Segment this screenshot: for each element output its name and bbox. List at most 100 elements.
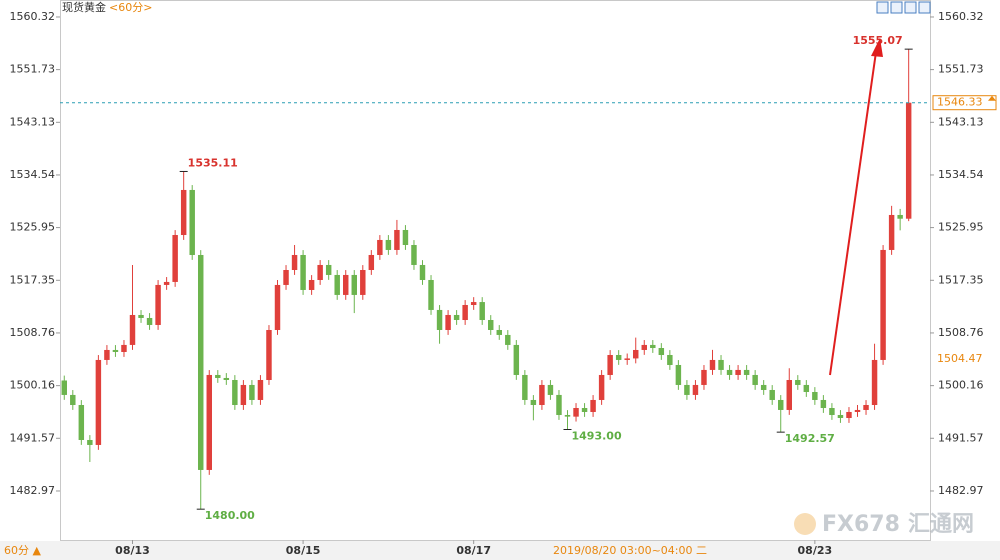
candle-body xyxy=(590,399,596,412)
x-tick-label: 08/23 xyxy=(798,544,833,557)
arrow-head xyxy=(871,38,883,57)
candle-body xyxy=(795,379,801,385)
candle-body xyxy=(453,314,460,321)
y-tick-label-left: 1482.97 xyxy=(10,484,56,497)
candle-body xyxy=(547,384,554,395)
extreme-label: 1555.07 xyxy=(853,34,903,47)
y-tick-label-right: 1534.54 xyxy=(938,168,984,181)
extreme-label: 1480.00 xyxy=(205,509,255,522)
candle-body xyxy=(778,399,784,410)
y-tick-label-right: 1525.95 xyxy=(938,221,984,234)
candle-body xyxy=(897,214,903,219)
candle-body xyxy=(104,349,110,360)
candle-body xyxy=(769,389,775,400)
candle-body xyxy=(283,270,289,285)
candle-body xyxy=(812,392,818,400)
y-tick-label-left: 1551.73 xyxy=(10,63,56,76)
arrow-shaft xyxy=(829,51,877,376)
candle-body xyxy=(573,408,579,417)
candle-body xyxy=(846,411,852,418)
candle-body xyxy=(232,379,238,405)
candle-body xyxy=(667,354,673,365)
y-tick-label-right: 1551.73 xyxy=(938,63,984,76)
candle-body xyxy=(112,349,119,352)
y-tick-label-right: 1543.13 xyxy=(938,115,984,128)
candle-body xyxy=(675,364,682,385)
candle-body xyxy=(854,409,861,412)
candle-body xyxy=(905,102,912,219)
watermark-logo xyxy=(794,513,816,535)
candle-body xyxy=(325,264,332,275)
candle-body xyxy=(650,344,656,349)
candle-body xyxy=(692,384,699,395)
crosshair-time-label: 2019/08/20 03:00~04:00 二 xyxy=(553,544,707,557)
y-tick-label-left: 1491.57 xyxy=(10,431,56,444)
candle-body xyxy=(743,369,750,375)
candle-body xyxy=(607,354,613,375)
candle-body xyxy=(684,384,690,395)
candle-body xyxy=(522,374,528,400)
y-tick-label-right: 1500.16 xyxy=(938,379,984,392)
candle-body xyxy=(351,274,357,295)
candle-body xyxy=(539,384,545,405)
candle-body xyxy=(300,254,306,290)
candle-body xyxy=(138,314,144,318)
y-tick-label-left: 1560.32 xyxy=(10,10,56,23)
candle-body xyxy=(709,359,716,370)
candle-body xyxy=(95,359,102,445)
y-tick-label-left: 1517.35 xyxy=(10,273,56,286)
last-price-marker xyxy=(988,95,996,101)
extreme-label: 1535.11 xyxy=(188,156,238,169)
zoom-button[interactable] xyxy=(876,1,889,14)
period-button[interactable]: 60分 ▲ xyxy=(4,544,41,557)
candle-body xyxy=(419,264,426,280)
candle-body xyxy=(368,254,375,270)
next-button[interactable] xyxy=(904,1,917,14)
candle-body xyxy=(598,374,605,400)
candle-body xyxy=(505,334,511,345)
watermark: FX678 汇通网 xyxy=(794,512,974,537)
candle-body xyxy=(445,314,451,330)
x-tick-label: 08/15 xyxy=(286,544,321,557)
prev-button[interactable] xyxy=(890,1,903,14)
candle-body xyxy=(726,369,733,375)
candle-body xyxy=(462,304,468,321)
candle-body xyxy=(496,329,502,335)
candle-body xyxy=(513,344,520,375)
x-tick-label: 08/17 xyxy=(456,544,491,557)
candle-body xyxy=(641,344,647,350)
candle-body xyxy=(257,379,264,400)
candle-body xyxy=(172,235,178,282)
y-tick-label-right: 1482.97 xyxy=(938,484,984,497)
candle-body xyxy=(470,302,477,305)
candle-body xyxy=(274,284,281,330)
candle-body xyxy=(70,394,76,405)
last-price-box xyxy=(932,95,997,111)
candle-body xyxy=(249,384,255,400)
last-price-label: 1546.33 xyxy=(937,96,983,109)
candle-body xyxy=(863,405,869,410)
y-tick-label-left: 1525.95 xyxy=(10,221,56,234)
candle-body xyxy=(317,264,323,280)
y-tick-label-left: 1500.16 xyxy=(10,379,56,392)
candle-body xyxy=(760,384,767,390)
candle-body xyxy=(189,189,195,255)
candle-body xyxy=(530,399,537,405)
candle-body xyxy=(198,254,204,470)
candle-body xyxy=(87,439,93,445)
candle-body xyxy=(803,384,810,393)
candle-body xyxy=(155,284,161,325)
toolbar xyxy=(876,1,931,14)
candle-body xyxy=(564,414,571,417)
candle-body xyxy=(163,281,170,285)
candle-body xyxy=(411,244,417,265)
candle-body xyxy=(334,274,340,295)
end-button[interactable] xyxy=(918,1,931,14)
candle-body xyxy=(146,317,153,325)
candle-body xyxy=(121,344,127,352)
candle-body xyxy=(377,239,383,255)
candle-body xyxy=(394,229,400,250)
plot-frame xyxy=(60,0,931,541)
